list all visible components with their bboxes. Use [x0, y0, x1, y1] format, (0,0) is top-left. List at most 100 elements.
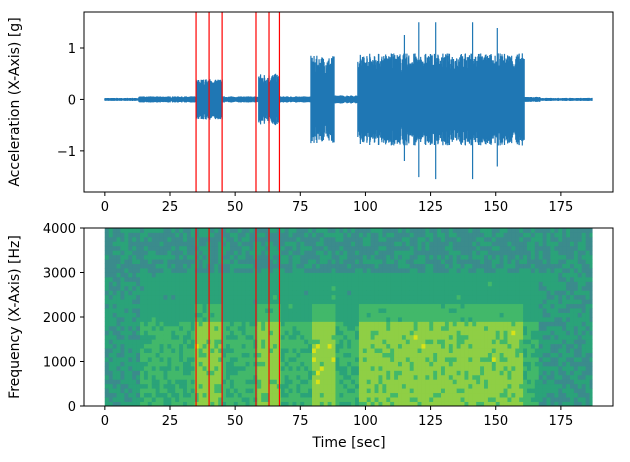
- spectrogram-cell: [366, 276, 372, 282]
- spectrogram-cell: [222, 250, 227, 256]
- spectrogram-cell: [413, 254, 418, 260]
- spectrogram-cell: [437, 263, 442, 269]
- spectrogram-cell: [280, 290, 286, 296]
- spectrogram-cell: [226, 365, 231, 371]
- spectrogram-cell: [390, 352, 395, 358]
- spectrogram-cell: [249, 276, 254, 282]
- spectrogram-cell: [159, 401, 164, 407]
- spectrogram-cell: [241, 388, 246, 394]
- spectrogram-cell: [550, 357, 555, 362]
- spectrogram-cell: [272, 312, 278, 318]
- spectrogram-cell: [546, 388, 551, 394]
- spectrogram-cell: [417, 263, 422, 269]
- spectrogram-cell: [339, 276, 344, 282]
- spectrogram-cell: [323, 379, 329, 385]
- spectrogram-cell: [257, 352, 262, 358]
- spectrogram-cell: [351, 285, 356, 291]
- spectrogram-cell: [503, 321, 508, 327]
- spectrogram-cell: [171, 308, 176, 313]
- spectrogram-cell: [405, 392, 411, 398]
- spectrogram-cell: [288, 272, 293, 278]
- spectrogram-cell: [562, 259, 567, 264]
- spectrogram-cell: [538, 330, 544, 336]
- spectrogram-cell: [300, 250, 305, 256]
- spectrogram-cell: [558, 308, 563, 313]
- spectrogram-cell: [503, 383, 508, 389]
- spectrogram-cell: [394, 303, 399, 309]
- spectrogram-cell: [308, 250, 313, 256]
- spectrogram-cell: [562, 361, 567, 367]
- spectrogram-cell: [429, 294, 434, 300]
- spectrogram-cell: [269, 365, 274, 371]
- spectrogram-cell: [339, 365, 344, 371]
- spectrogram-cell: [562, 232, 567, 238]
- spectrogram-cell: [550, 383, 555, 389]
- spectrogram-cell: [441, 325, 446, 331]
- spectrogram-cell: [484, 339, 489, 345]
- spectrogram-cell: [480, 241, 485, 247]
- spectrogram-cell: [519, 374, 524, 380]
- spectrogram-cell: [456, 330, 461, 336]
- spectrogram-cell: [554, 361, 559, 367]
- spectrogram-cell: [476, 312, 481, 318]
- spectrogram-cell: [366, 312, 372, 318]
- spectrogram-cell: [519, 392, 524, 398]
- spectrogram-cell: [382, 312, 387, 318]
- spectrogram-cell: [456, 276, 461, 282]
- spectrogram-cell: [460, 308, 465, 313]
- spectrogram-cell: [132, 388, 137, 394]
- spectrogram-cell: [167, 254, 172, 260]
- spectrogram-cell: [308, 365, 313, 371]
- spectrogram-cell: [104, 330, 110, 336]
- spectrogram-cell: [186, 370, 192, 376]
- spectrogram-cell: [401, 374, 407, 380]
- spectrogram-cell: [183, 259, 188, 264]
- spectrogram-cell: [140, 285, 145, 291]
- spectrogram-cell: [116, 276, 121, 282]
- spectrogram-cell: [300, 285, 305, 291]
- spectrogram-cell: [120, 374, 125, 380]
- spectrogram-cell: [323, 228, 329, 233]
- spectrogram-cell: [382, 334, 387, 340]
- spectrogram-cell: [194, 272, 200, 278]
- spectrogram-cell: [304, 365, 309, 371]
- spectrogram-cell: [272, 236, 278, 242]
- spectrogram-cell: [507, 317, 512, 322]
- spectrogram-cell: [179, 339, 184, 345]
- spectrogram-cell: [456, 263, 461, 269]
- spectrogram-cell: [257, 339, 262, 345]
- spectrogram-cell: [132, 383, 137, 389]
- spectrogram-cell: [433, 241, 438, 247]
- spectrogram-cell: [210, 352, 215, 358]
- spectrogram-cell: [308, 334, 313, 340]
- spectrogram-cell: [386, 236, 391, 242]
- spectrogram-cell: [374, 263, 379, 269]
- spectrogram-cell: [460, 232, 465, 238]
- spectrogram-cell: [343, 263, 348, 269]
- spectrogram-cell: [562, 330, 567, 336]
- spectrogram-cell: [331, 250, 336, 256]
- spectrogram-cell: [183, 312, 188, 318]
- spectrogram-cell: [108, 272, 114, 278]
- spectrogram-cell: [343, 343, 348, 349]
- spectrogram-cell: [151, 254, 157, 260]
- spectrogram-cell: [351, 303, 356, 309]
- spectrogram-cell: [562, 290, 567, 296]
- spectrogram-cell: [151, 241, 157, 247]
- spectrogram-cell: [308, 259, 313, 264]
- spectrogram-cell: [480, 290, 485, 296]
- spectrogram-cell: [210, 276, 215, 282]
- spectrogram-cell: [198, 330, 203, 336]
- spectrogram-cell: [112, 383, 117, 389]
- spectrogram-cell: [429, 343, 434, 349]
- spectrogram-cell: [257, 325, 262, 331]
- spectrogram-cell: [331, 334, 336, 340]
- spectrogram-cell: [487, 397, 493, 402]
- spectrogram-cell: [116, 268, 121, 273]
- spectrogram-cell: [573, 401, 579, 407]
- spectrogram-cell: [487, 294, 493, 300]
- spectrogram-cell: [327, 294, 332, 300]
- spectrogram-cell: [312, 317, 317, 322]
- spectrogram-cell: [417, 325, 422, 331]
- spectrogram-cell: [175, 241, 180, 247]
